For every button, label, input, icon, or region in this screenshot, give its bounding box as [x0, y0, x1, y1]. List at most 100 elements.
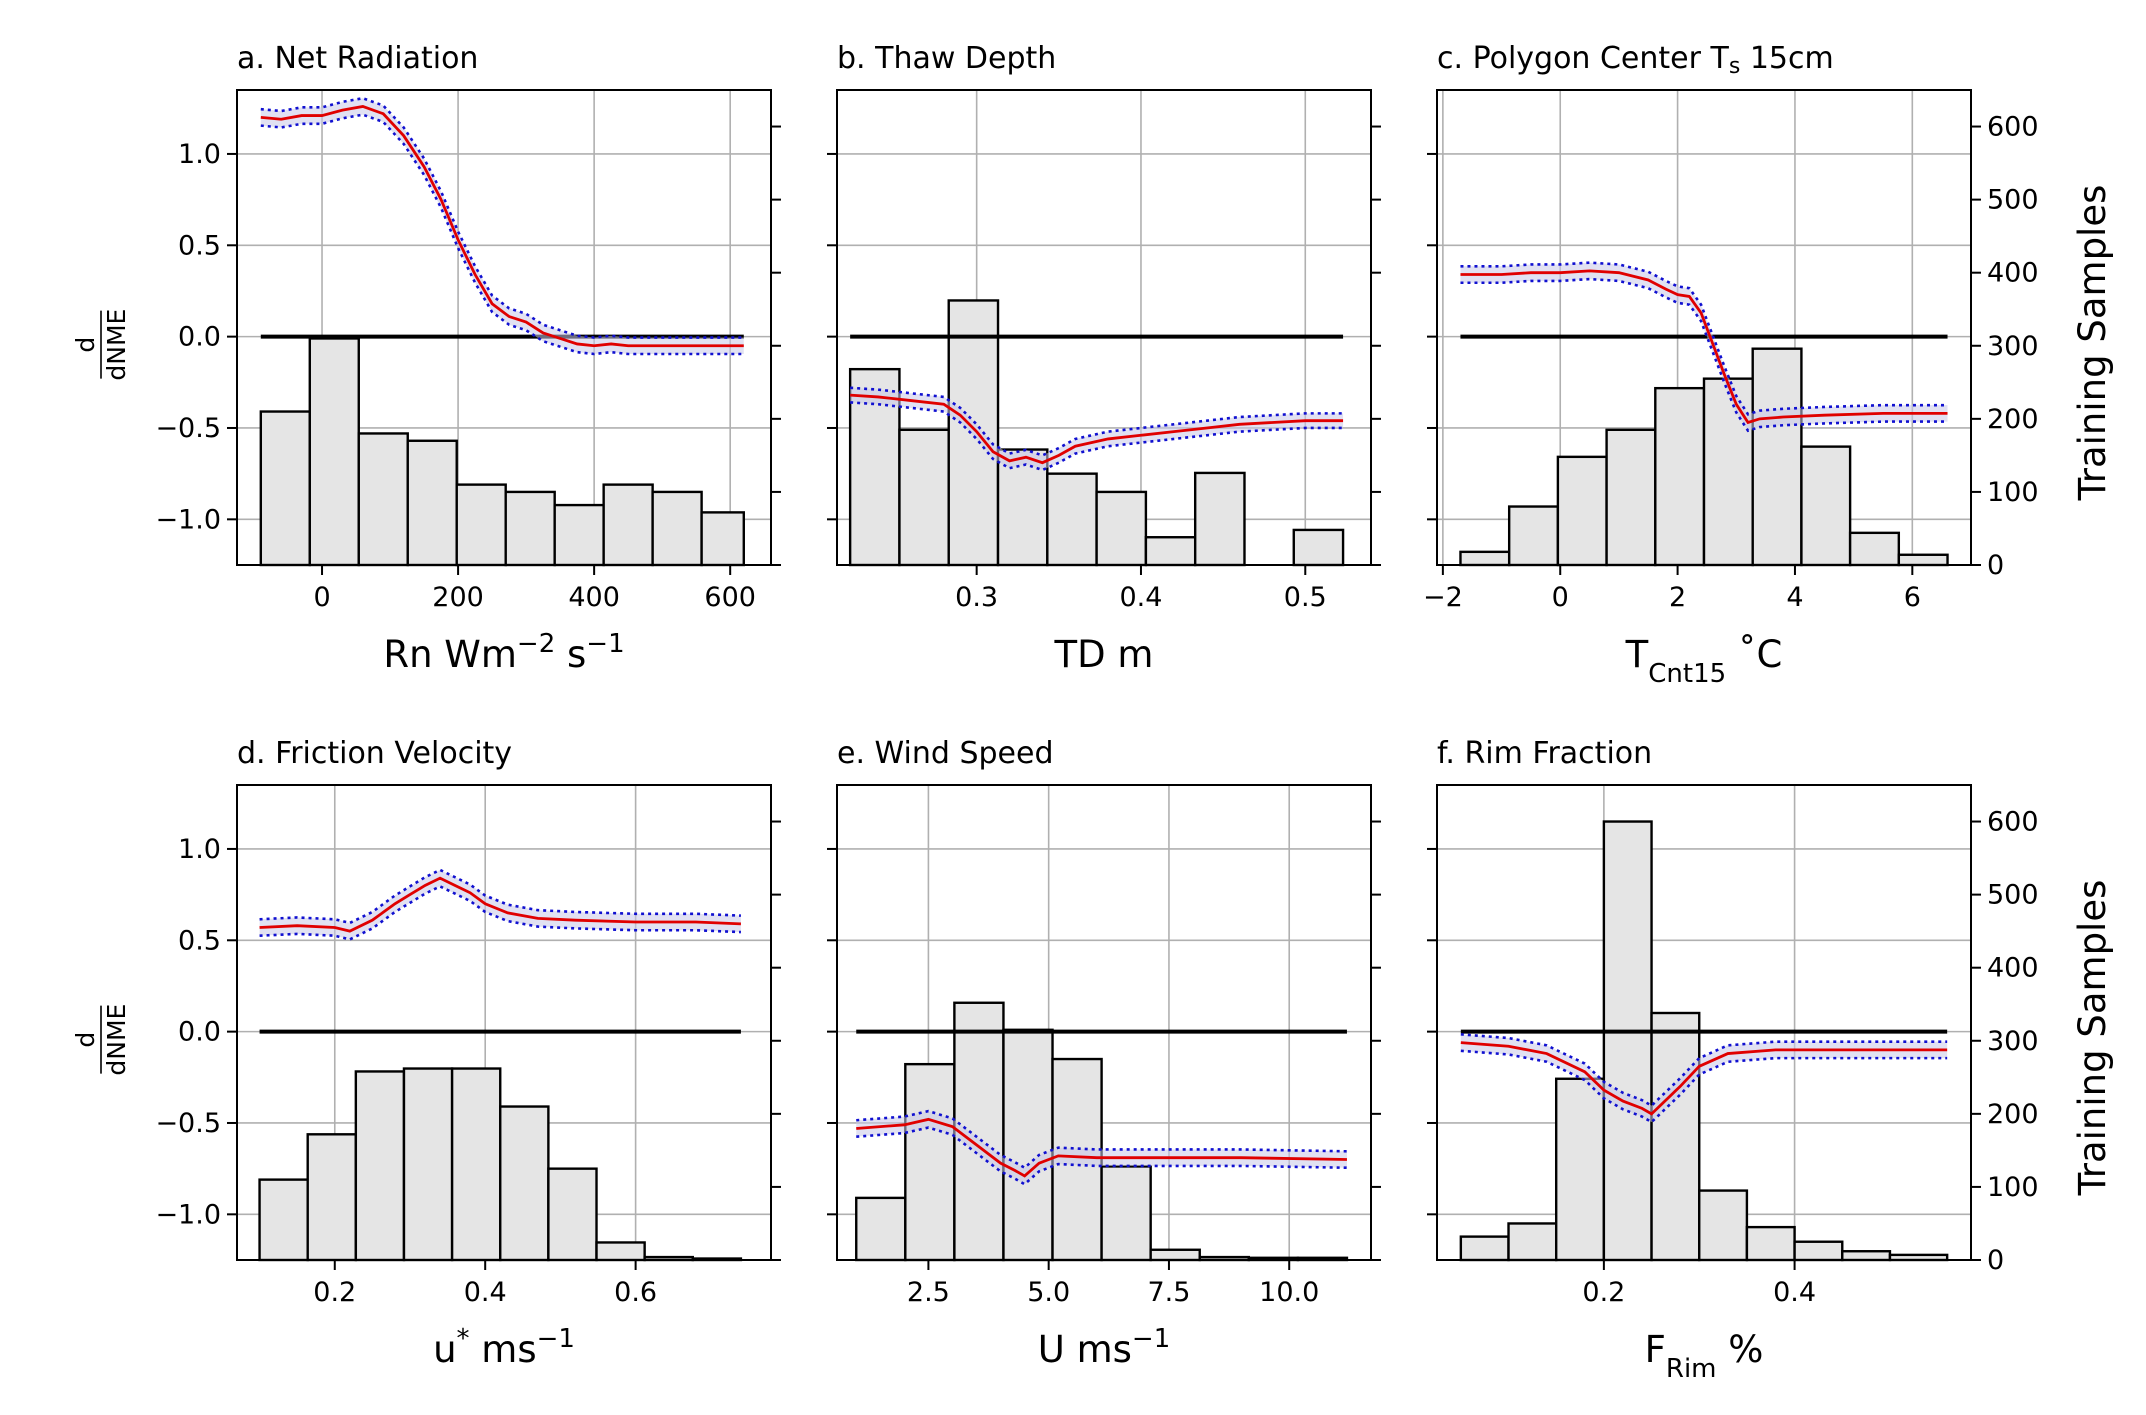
- histogram-bar: [1149, 1248, 1201, 1262]
- x-axis-label-superscript: *: [457, 1324, 470, 1354]
- y2-tick-label: 200: [1987, 1099, 2039, 1130]
- histogram-bar: [1554, 1077, 1606, 1262]
- x-axis-label: TCnt15 ˚C: [1625, 633, 1783, 689]
- x-axis-label-subscript: Cnt15: [1648, 659, 1726, 689]
- histogram-bar: [1046, 472, 1098, 567]
- axes-frame: [236, 89, 772, 566]
- x-tick-label: 0.5: [1284, 582, 1327, 613]
- x-axis-label: Rn Wm−2 s−1: [383, 629, 624, 676]
- y-tick-label: 0.5: [178, 230, 221, 261]
- x-axis-label-text: TD m: [1054, 633, 1154, 676]
- y2-tick-label: 600: [1987, 112, 2039, 143]
- y2-tick-label: 600: [1987, 807, 2039, 838]
- histogram-bar: [1702, 377, 1754, 567]
- x-tick-label: 7.5: [1147, 1277, 1190, 1308]
- histogram-bar: [1602, 820, 1653, 1262]
- upper-bound-line: [850, 386, 1344, 457]
- histogram-bar: [1650, 1011, 1701, 1262]
- histogram-bar: [547, 1167, 598, 1262]
- y-axis-label-denominator: dNME: [102, 309, 131, 381]
- panel-title: b. Thaw Depth: [837, 41, 1056, 76]
- x-tick-label: 0.4: [1119, 582, 1162, 613]
- y-tick-label: 1.0: [178, 834, 221, 865]
- uncertainty-band: [259, 869, 741, 940]
- histogram-bar: [602, 483, 654, 567]
- panel-title-text: b. Thaw Depth: [837, 41, 1056, 76]
- histogram-bar: [904, 1062, 956, 1262]
- y2-tick-label: 500: [1987, 880, 2039, 911]
- mean-sensitivity-line: [1460, 1041, 1948, 1116]
- lower-bound-line: [1460, 1049, 1948, 1124]
- y-tick-label: −1.0: [155, 1199, 221, 1230]
- histogram-bar: [1459, 550, 1511, 567]
- x-axis-label-superscript: −2: [517, 629, 555, 659]
- upper-bound-line: [1460, 1033, 1948, 1108]
- x-tick-label: 0: [1552, 582, 1569, 613]
- y-axis-label-denominator: dNME: [102, 1004, 131, 1076]
- y2-axis-label: Training Samples: [2071, 880, 2114, 1197]
- x-axis-label-text: u: [433, 1328, 456, 1371]
- histogram-bar: [1751, 347, 1803, 567]
- x-tick-label: 4: [1786, 582, 1803, 613]
- histogram-bar: [306, 1133, 358, 1262]
- upper-bound-line: [856, 1109, 1347, 1170]
- axes-frame: [1436, 89, 1972, 566]
- histogram-bar: [1605, 428, 1657, 567]
- mean-sensitivity-line: [1460, 269, 1948, 425]
- y2-tick-label: 300: [1987, 1026, 2039, 1057]
- x-tick-label: 400: [568, 582, 620, 613]
- panel-title: a. Net Radiation: [237, 41, 478, 76]
- x-axis-label-tail: %: [1717, 1328, 1764, 1371]
- histogram-bar: [406, 439, 458, 567]
- mean-sensitivity-line: [260, 104, 744, 348]
- y2-tick-label: 500: [1987, 185, 2039, 216]
- histogram-bar: [1793, 1240, 1844, 1262]
- x-tick-label: 0.4: [1773, 1277, 1816, 1308]
- histogram-bar: [499, 1105, 550, 1262]
- x-axis-label-text: s: [555, 633, 586, 676]
- histogram-bar: [651, 490, 703, 567]
- y2-tick-label: 200: [1987, 404, 2039, 435]
- axes-frame: [1436, 784, 1972, 1261]
- y2-tick-label: 300: [1987, 331, 2039, 362]
- panel-title: e. Wind Speed: [837, 736, 1054, 771]
- x-tick-label: 0.4: [464, 1277, 507, 1308]
- uncertainty-band: [1460, 1034, 1948, 1123]
- histogram-bar: [1193, 471, 1246, 567]
- y2-tick-label: 400: [1987, 258, 2039, 289]
- x-axis-label: u* ms−1: [433, 1324, 575, 1371]
- y2-tick-label: 100: [1987, 1172, 2039, 1203]
- y-tick-label: −0.5: [155, 1108, 221, 1139]
- panel-d: 0.2 0.4 0.6 1.0 0.5 0.0 −0.5 −1.0 d. Friction Ve…: [71, 736, 781, 1371]
- mean-sensitivity-line: [259, 876, 741, 933]
- histogram-bar: [855, 1196, 907, 1262]
- panel-title: c. Polygon Center Ts 15cm: [1437, 41, 1834, 79]
- x-tick-label: 0.2: [1582, 1277, 1625, 1308]
- x-axis-label-subscript: Rim: [1666, 1354, 1717, 1384]
- histogram-bar: [553, 503, 605, 567]
- histogram-bar: [1654, 386, 1706, 567]
- x-tick-label: 10.0: [1259, 1277, 1319, 1308]
- panel-title-subscript: s: [1729, 54, 1740, 79]
- y2-axis-label: Training Samples: [2071, 185, 2114, 502]
- x-tick-label: 0.2: [313, 1277, 356, 1308]
- x-tick-label: 6: [1904, 582, 1921, 613]
- histogram-bar: [1897, 553, 1949, 567]
- y-axis-label: d dNME: [71, 1004, 131, 1076]
- histogram-bar: [1100, 1165, 1152, 1262]
- panel-title-text: e. Wind Speed: [837, 736, 1054, 771]
- histogram-bar: [898, 428, 950, 567]
- axes-frame: [836, 89, 1372, 566]
- y-axis-label: d dNME: [71, 309, 131, 381]
- axes-frame: [836, 784, 1372, 1261]
- y-axis-label-numerator: d: [71, 1032, 100, 1048]
- x-axis-label-superscript: −1: [537, 1324, 575, 1354]
- x-axis-label: U ms−1: [1038, 1324, 1171, 1371]
- histogram-bar: [1144, 536, 1197, 567]
- y2-tick-label: 0: [1987, 550, 2004, 581]
- x-tick-label: 0: [313, 582, 330, 613]
- x-axis-label-text: F: [1645, 1328, 1666, 1371]
- histogram-bar: [354, 1070, 406, 1262]
- lower-bound-line: [259, 884, 741, 941]
- uncertainty-band: [850, 387, 1344, 470]
